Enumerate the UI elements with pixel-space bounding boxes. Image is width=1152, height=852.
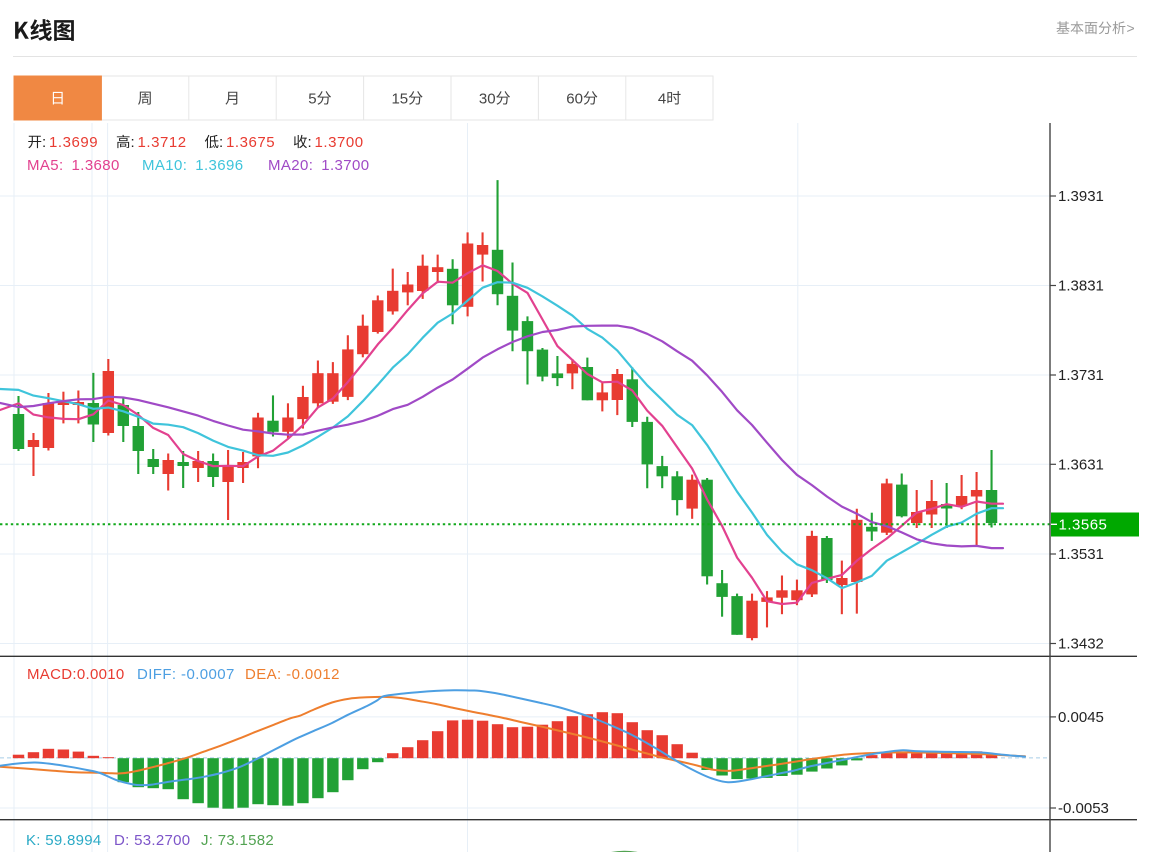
svg-text:4: 4: [658, 91, 666, 108]
svg-text:MA20: 1.3700: MA20: 1.3700: [268, 157, 370, 174]
svg-text:DIFF: -0.0007: DIFF: -0.0007: [137, 666, 235, 683]
svg-text:DEA: -0.0012: DEA: -0.0012: [245, 666, 340, 683]
svg-text::: :: [219, 134, 223, 151]
svg-text:-0.0053: -0.0053: [1058, 800, 1109, 817]
svg-text:0: 0: [575, 91, 583, 108]
svg-text:MA10: 1.3696: MA10: 1.3696: [142, 157, 244, 174]
svg-text:0: 0: [487, 91, 495, 108]
svg-text:1.3700: 1.3700: [315, 134, 364, 151]
svg-text:1: 1: [391, 91, 399, 108]
svg-text:1.3699: 1.3699: [49, 134, 98, 151]
svg-text:K: 59.8994: K: 59.8994: [26, 832, 102, 849]
svg-text:D: 53.2700: D: 53.2700: [114, 832, 190, 849]
svg-text:MACD:0.0010: MACD:0.0010: [27, 666, 125, 683]
svg-text:1.3731: 1.3731: [1058, 367, 1104, 384]
svg-text:5: 5: [308, 91, 316, 108]
svg-text::: :: [42, 134, 46, 151]
svg-text:5: 5: [400, 91, 408, 108]
svg-text:J: 73.1582: J: 73.1582: [201, 832, 274, 849]
svg-text:6: 6: [566, 91, 574, 108]
svg-text:3: 3: [479, 91, 487, 108]
svg-text:>: >: [1127, 20, 1135, 36]
svg-text::: :: [308, 134, 312, 151]
svg-text:1.3675: 1.3675: [226, 134, 275, 151]
svg-text:1.3565: 1.3565: [1059, 517, 1108, 534]
svg-text:0.0045: 0.0045: [1058, 709, 1104, 726]
svg-text:1.3712: 1.3712: [138, 134, 187, 151]
svg-text:1.3931: 1.3931: [1058, 188, 1104, 205]
svg-text::: :: [131, 134, 135, 151]
svg-text:1.3831: 1.3831: [1058, 278, 1104, 295]
svg-text:MA5: 1.3680: MA5: 1.3680: [27, 157, 120, 174]
svg-text:1.3531: 1.3531: [1058, 546, 1104, 563]
svg-text:1.3432: 1.3432: [1058, 636, 1104, 653]
svg-text:1.3631: 1.3631: [1058, 456, 1104, 473]
